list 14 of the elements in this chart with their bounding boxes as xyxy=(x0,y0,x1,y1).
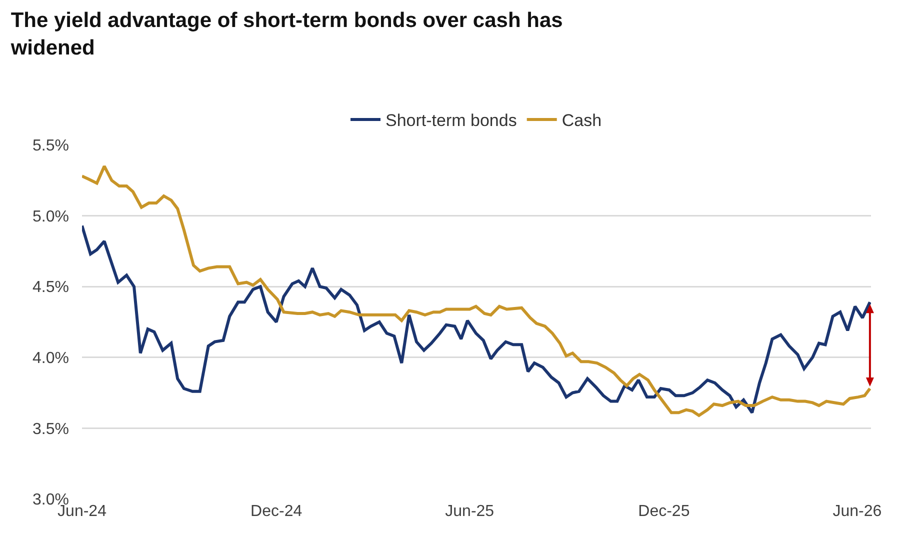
legend-label: Cash xyxy=(562,111,602,130)
line-series xyxy=(82,224,871,414)
line-series xyxy=(82,164,871,417)
y-tick-label: 5.0% xyxy=(32,208,69,226)
x-tick-label: Dec-24 xyxy=(250,503,302,520)
chart-title: The yield advantage of short-term bonds over cash has widened xyxy=(10,9,563,60)
y-tick-label: 3.5% xyxy=(32,420,69,438)
y-tick-label: 4.0% xyxy=(32,350,69,367)
x-tick-label: Jun-25 xyxy=(445,503,494,520)
y-tick-label: 4.5% xyxy=(32,279,69,296)
x-tick-label: Dec-25 xyxy=(638,503,690,520)
x-tick-label: Jun-26 xyxy=(832,503,882,520)
y-tick-label: 5.5% xyxy=(32,138,69,155)
legend-label: Short-term bonds xyxy=(386,111,517,130)
